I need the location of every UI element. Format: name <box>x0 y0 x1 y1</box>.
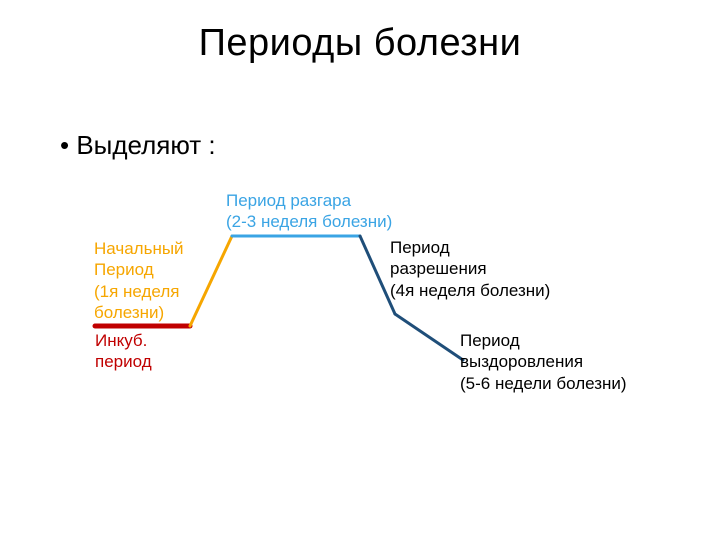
label-incubation: Инкуб. период <box>95 330 152 373</box>
segment-initial <box>190 236 232 326</box>
slide: Периоды болезни Выделяют : Инкуб. период… <box>0 0 720 540</box>
label-initial: Начальный Период (1я неделя болезни) <box>94 238 184 323</box>
label-resolution: Период разрешения (4я неделя болезни) <box>390 237 550 301</box>
segment-recovery <box>395 314 463 360</box>
label-peak: Период разгара (2-3 неделя болезни) <box>226 190 392 233</box>
label-recovery: Период выздоровления (5-6 недели болезни… <box>460 330 627 394</box>
